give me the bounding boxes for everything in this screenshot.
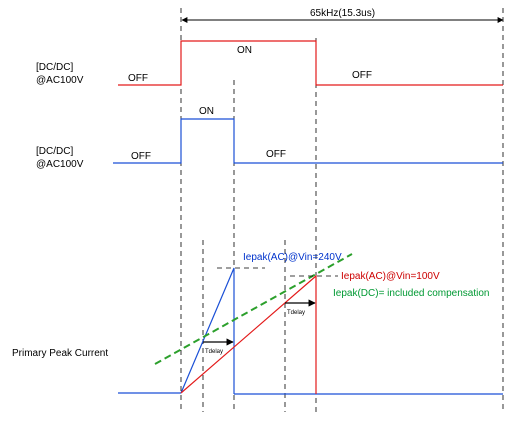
- ipeak-dc-label: Iepak(DC)= included compensation: [333, 288, 489, 299]
- current-axis-label: Primary Peak Current: [12, 348, 108, 359]
- row1-on: ON: [237, 45, 252, 56]
- tdelay-1-label: Tdelay: [205, 349, 223, 355]
- ipeak-240-label: Iepak(AC)@Vin=240V: [243, 252, 342, 263]
- ipeak-240-waveform: [180, 267, 235, 394]
- row1-name-line1: [DC/DC]: [36, 62, 73, 73]
- row2-waveform: [113, 118, 503, 164]
- ipeak-dc-line: [154, 253, 353, 365]
- row1-name-line2: @AC100V: [36, 75, 84, 86]
- period-label: 65kHz(15.3us): [310, 8, 375, 19]
- row2-off-right: OFF: [266, 149, 286, 160]
- row2-name-line2: @AC100V: [36, 159, 84, 170]
- row1-waveform: [118, 40, 503, 86]
- tdelay-2-label: Tdelay: [287, 310, 305, 316]
- row1-off-left: OFF: [128, 73, 148, 84]
- ipeak-100-label: Iepak(AC)@Vin=100V: [341, 271, 440, 282]
- row1-off-right: OFF: [352, 70, 372, 81]
- row2-name-line1: [DC/DC]: [36, 146, 73, 157]
- row2-off-left: OFF: [131, 151, 151, 162]
- ipeak-100-waveform: [180, 274, 317, 394]
- row2-on: ON: [199, 106, 214, 117]
